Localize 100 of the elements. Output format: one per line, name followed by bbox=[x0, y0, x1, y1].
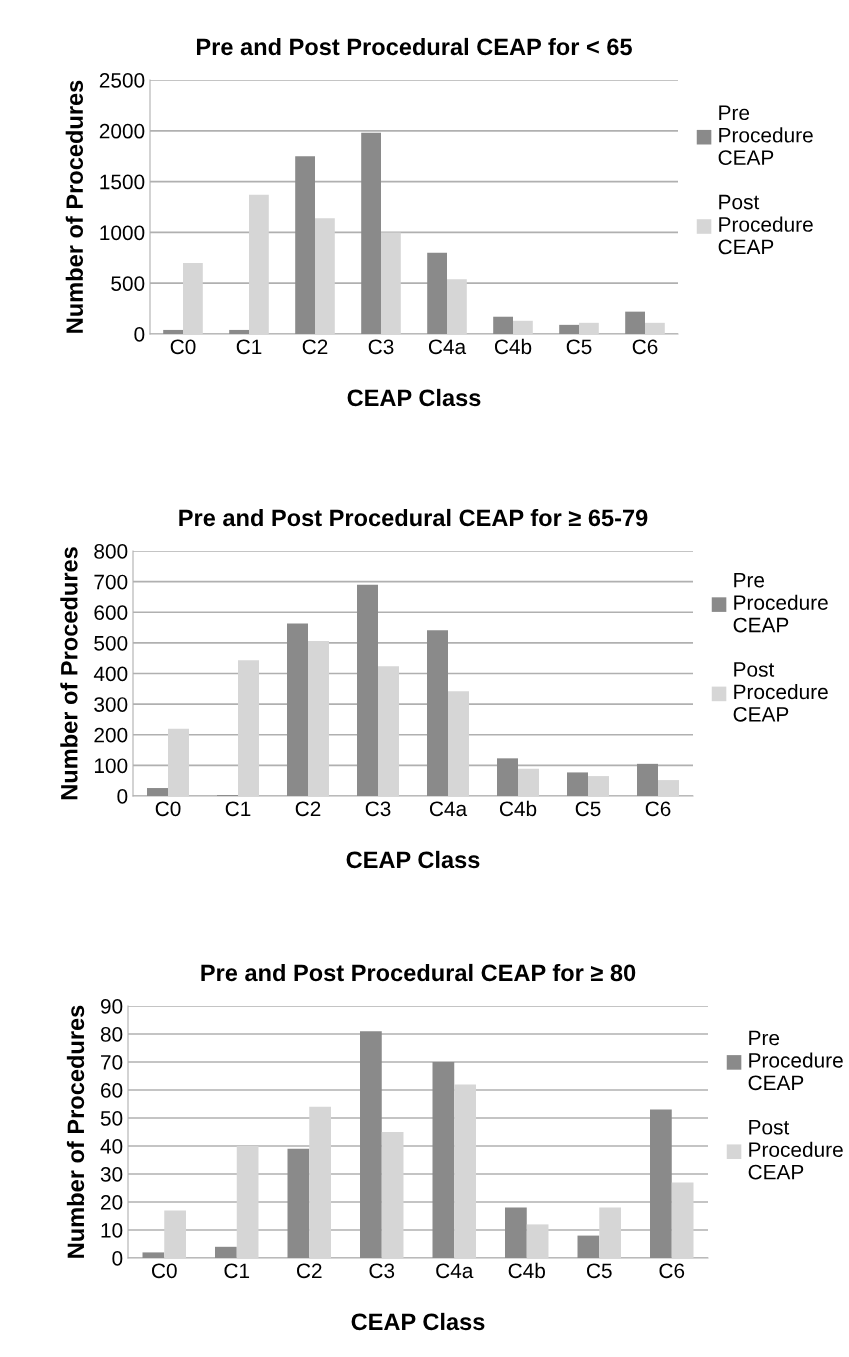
x-tick-label: C5 bbox=[586, 1263, 612, 1279]
legend-label: Pre Procedure CEAP bbox=[748, 1030, 843, 1091]
y-tick-label: 50 bbox=[100, 1111, 123, 1126]
bar bbox=[493, 316, 513, 334]
y-tick-label: 1500 bbox=[100, 174, 145, 190]
x-tick-label: C2 bbox=[295, 801, 321, 817]
bar bbox=[295, 156, 315, 334]
y-tick-label: 700 bbox=[94, 574, 128, 590]
y-tick-label: 80 bbox=[100, 1027, 123, 1042]
x-tick-label: C0 bbox=[155, 801, 181, 817]
chart-title: Pre and Post Procedural CEAP for ≥ 80 bbox=[201, 963, 636, 982]
chart-title: Pre and Post Procedural CEAP for < 65 bbox=[196, 37, 632, 56]
bar bbox=[650, 1109, 672, 1258]
x-tick-label: C4a bbox=[436, 1263, 474, 1279]
y-tick-label: 70 bbox=[101, 1055, 123, 1070]
x-tick-label: C6 bbox=[632, 339, 658, 355]
bar bbox=[432, 1062, 455, 1258]
y-axis-title: Number of Procedures bbox=[60, 547, 78, 800]
bar bbox=[287, 1148, 310, 1258]
chart-title: Pre and Post Procedural CEAP for ≥ 65-79 bbox=[179, 508, 648, 527]
y-tick-label: 1000 bbox=[100, 225, 145, 241]
bar bbox=[497, 758, 518, 796]
bar bbox=[577, 1235, 600, 1258]
x-tick-label: C1 bbox=[236, 339, 262, 355]
y-tick-label: 40 bbox=[100, 1139, 123, 1154]
y-tick-label: 90 bbox=[100, 999, 123, 1014]
y-tick-label: 500 bbox=[111, 276, 145, 291]
bar bbox=[215, 1246, 237, 1258]
bar bbox=[147, 788, 168, 796]
x-tick-label: C3 bbox=[368, 339, 394, 355]
y-tick-label: 300 bbox=[94, 697, 128, 712]
bar bbox=[360, 1031, 382, 1258]
x-tick-label: C5 bbox=[566, 339, 592, 355]
y-tick-label: 800 bbox=[94, 544, 128, 559]
y-tick-label: 30 bbox=[100, 1167, 123, 1182]
bar bbox=[249, 194, 269, 334]
y-tick-label: 200 bbox=[94, 727, 128, 743]
bar bbox=[567, 772, 588, 796]
x-tick-label: C4b bbox=[494, 338, 532, 355]
bar bbox=[645, 322, 665, 334]
bar bbox=[559, 324, 579, 334]
x-tick-label: C5 bbox=[575, 801, 601, 817]
y-tick-label: 60 bbox=[101, 1083, 123, 1098]
x-tick-label: C4b bbox=[508, 1262, 545, 1279]
x-axis-title: CEAP Class bbox=[351, 1312, 485, 1331]
bar bbox=[518, 768, 539, 796]
bar bbox=[168, 728, 189, 796]
bar bbox=[447, 279, 467, 334]
x-tick-label: C0 bbox=[170, 339, 196, 355]
bar bbox=[505, 1207, 527, 1258]
bar bbox=[526, 1224, 549, 1258]
bar bbox=[454, 1084, 476, 1258]
bar bbox=[427, 630, 448, 796]
bar bbox=[163, 329, 183, 334]
x-tick-label: C3 bbox=[369, 1263, 395, 1279]
y-tick-label: 0 bbox=[117, 789, 128, 804]
x-tick-label: C4a bbox=[429, 801, 468, 817]
bar bbox=[513, 320, 533, 334]
bar bbox=[637, 763, 658, 796]
x-tick-label: C2 bbox=[302, 339, 328, 355]
x-tick-label: C4b bbox=[499, 800, 537, 817]
legend-label: Post Procedure CEAP bbox=[748, 1120, 843, 1180]
x-axis-title: CEAP Class bbox=[347, 388, 481, 407]
bar bbox=[287, 623, 308, 796]
bar bbox=[599, 1207, 621, 1258]
bar bbox=[381, 232, 401, 334]
bar bbox=[579, 322, 599, 334]
x-tick-label: C0 bbox=[151, 1263, 177, 1279]
x-tick-label: C4a bbox=[428, 339, 467, 355]
bar bbox=[357, 584, 378, 796]
bar bbox=[229, 329, 249, 334]
bar bbox=[164, 1210, 186, 1258]
x-tick-label: C1 bbox=[225, 801, 251, 817]
bar bbox=[309, 1106, 331, 1258]
legend-label: Post Procedure CEAP bbox=[718, 194, 813, 255]
y-tick-label: 500 bbox=[94, 635, 128, 651]
x-tick-label: C6 bbox=[659, 1263, 685, 1279]
bar bbox=[427, 252, 447, 334]
bar bbox=[381, 1132, 404, 1258]
bar bbox=[361, 132, 381, 334]
bar bbox=[238, 660, 259, 796]
bar bbox=[236, 1146, 259, 1258]
legend-label: Pre Procedure CEAP bbox=[733, 572, 828, 633]
y-axis-title: Number of Procedures bbox=[66, 1005, 85, 1258]
bar bbox=[671, 1182, 694, 1258]
x-tick-label: C2 bbox=[296, 1263, 322, 1279]
bar bbox=[142, 1252, 165, 1258]
bar bbox=[658, 780, 679, 796]
bar bbox=[308, 641, 329, 796]
bar bbox=[448, 691, 469, 796]
y-tick-label: 2500 bbox=[99, 73, 145, 88]
y-tick-label: 600 bbox=[94, 605, 128, 620]
x-tick-label: C3 bbox=[365, 801, 391, 817]
y-tick-label: 100 bbox=[94, 758, 128, 774]
y-tick-label: 0 bbox=[134, 327, 145, 342]
legend-label: Post Procedure CEAP bbox=[733, 662, 828, 722]
x-tick-label: C1 bbox=[224, 1263, 250, 1279]
y-tick-label: 2000 bbox=[99, 123, 145, 139]
x-tick-label: C6 bbox=[645, 801, 671, 817]
y-tick-label: 10 bbox=[101, 1223, 123, 1238]
